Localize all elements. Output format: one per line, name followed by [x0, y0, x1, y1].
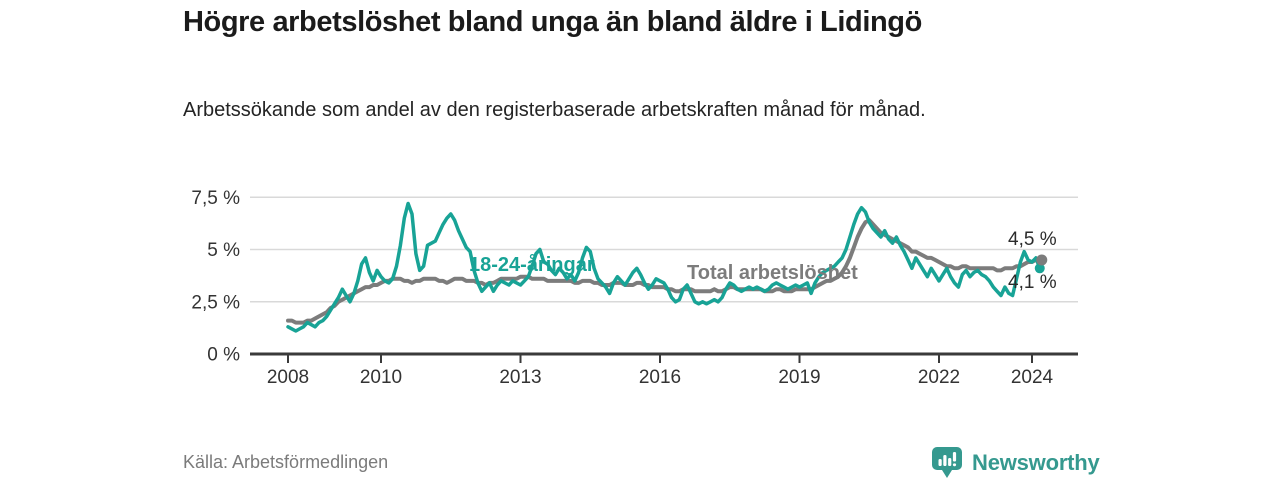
x-axis-tick-label: 2010	[360, 367, 402, 388]
source-note: Källa: Arbetsförmedlingen	[183, 452, 389, 472]
x-axis-tick-label: 2019	[778, 367, 820, 388]
x-axis-tick-label: 2016	[639, 367, 681, 388]
series-line-total	[286, 218, 1042, 325]
x-axis-tick-label: 2024	[1011, 367, 1054, 388]
y-axis-tick-label: 5 %	[207, 240, 240, 261]
newsworthy-logo: Newsworthy	[931, 446, 1100, 479]
series-label-total: Total arbetslöshet	[687, 262, 858, 284]
x-axis-tick-label: 2008	[267, 367, 309, 388]
y-axis-tick-label: 7,5 %	[191, 188, 240, 209]
x-axis-tick-label: 2022	[918, 367, 960, 388]
series-label-youth: 18-24-åringar	[469, 254, 595, 276]
end-dot-total	[1036, 254, 1048, 266]
end-dot-youth	[1034, 263, 1045, 274]
series-line-youth	[286, 201, 1042, 333]
page-title: Högre arbetslöshet bland unga än bland ä…	[183, 6, 922, 38]
end-value-label-total: 4,5 %	[1008, 229, 1057, 250]
y-axis-tick-label: 2,5 %	[191, 292, 240, 313]
page-subtitle: Arbetssökande som andel av den registerb…	[183, 99, 926, 121]
newsworthy-logo-icon	[932, 447, 962, 478]
newsworthy-logo-text: Newsworthy	[972, 449, 1100, 475]
x-axis-tick-label: 2013	[499, 367, 541, 388]
end-value-label-youth: 4,1 %	[1008, 272, 1057, 293]
y-axis-tick-label: 0 %	[207, 345, 240, 366]
